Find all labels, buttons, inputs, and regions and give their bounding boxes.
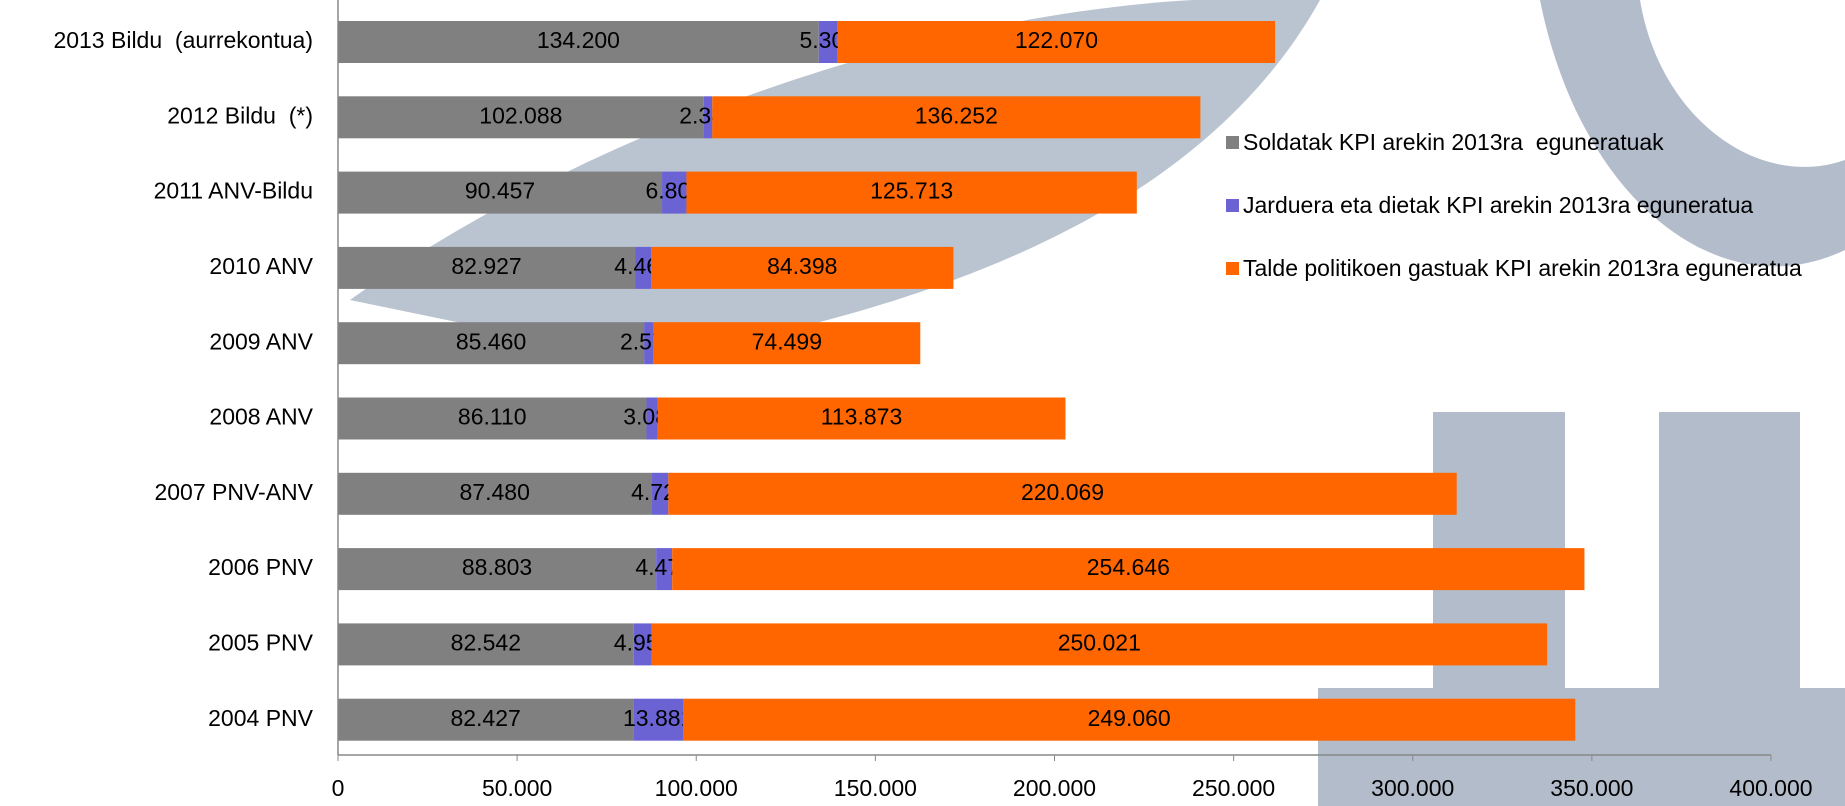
data-label: 13.881 <box>623 705 693 731</box>
data-label: 88.803 <box>462 554 532 580</box>
x-tick-label: 350.000 <box>1550 775 1633 801</box>
bar-segment <box>633 698 684 741</box>
data-label: 82.427 <box>450 705 520 731</box>
x-tick-label: 250.000 <box>1192 775 1275 801</box>
bar-segment <box>656 548 673 591</box>
legend-item: Soldatak KPI arekin 2013ra eguneratuak <box>1226 128 1841 157</box>
bar-segment <box>703 96 713 139</box>
x-tick-label: 300.000 <box>1371 775 1454 801</box>
data-label: 85.460 <box>456 328 526 354</box>
data-label: 250.021 <box>1058 629 1141 655</box>
x-tick-label: 400.000 <box>1729 775 1812 801</box>
data-label: 249.060 <box>1088 705 1171 731</box>
data-label: 82.927 <box>451 253 521 279</box>
bar-segment <box>338 397 647 440</box>
bar-segment <box>672 548 1585 591</box>
data-label: 102.088 <box>479 102 562 128</box>
data-label: 134.200 <box>537 27 620 53</box>
y-tick-label: 2004 PNV <box>208 705 314 731</box>
bar-segment <box>338 472 652 515</box>
data-label: 122.070 <box>1015 27 1098 53</box>
bar-segment <box>338 21 819 63</box>
x-tick-label: 0 <box>332 775 345 801</box>
y-tick-label: 2008 ANV <box>209 404 313 430</box>
y-tick-label: 2012 Bildu (*) <box>167 102 313 128</box>
legend-label: Talde politikoen gastuak KPI arekin 2013… <box>1243 255 1802 281</box>
legend-swatch <box>1226 262 1239 275</box>
data-label: 87.480 <box>460 479 530 505</box>
data-label: 254.646 <box>1087 554 1170 580</box>
bar-segment <box>668 472 1457 515</box>
legend-item: Talde politikoen gastuak KPI arekin 2013… <box>1226 254 1841 283</box>
legend-swatch <box>1226 136 1239 149</box>
bar-segment <box>338 548 657 591</box>
bar-segment <box>633 623 652 666</box>
bar-segment <box>651 623 1548 666</box>
bar-segment <box>651 472 669 515</box>
y-tick-label: 2013 Bildu (aurrekontua) <box>53 27 313 53</box>
bar-segment <box>338 171 663 214</box>
legend: Soldatak KPI arekin 2013ra eguneratuak Ja… <box>1226 128 1841 317</box>
data-label: 113.873 <box>821 404 902 430</box>
bar-segment <box>653 322 921 365</box>
x-tick-label: 150.000 <box>834 775 917 801</box>
y-tick-label: 2005 PNV <box>208 629 314 655</box>
bar-segment <box>644 322 654 365</box>
legend-swatch <box>1226 199 1239 212</box>
y-tick-label: 2009 ANV <box>209 328 313 354</box>
legend-label: Jarduera eta dietak KPI arekin 2013ra eg… <box>1243 192 1754 218</box>
y-tick-label: 2007 PNV-ANV <box>154 479 313 505</box>
data-label: 220.069 <box>1021 479 1104 505</box>
bar-segment <box>338 246 636 289</box>
bar-segment <box>651 246 954 289</box>
x-tick-label: 50.000 <box>482 775 552 801</box>
bar-segment <box>338 698 634 741</box>
bar-segment <box>683 698 1576 741</box>
bar-segment <box>837 21 1276 63</box>
bar-segment <box>338 96 704 139</box>
bar-segment <box>646 397 658 440</box>
data-label: 136.252 <box>915 102 998 128</box>
bar-segment <box>338 623 634 666</box>
bar-segment <box>818 21 838 63</box>
bar-segment <box>635 246 652 289</box>
bar-segment <box>686 171 1137 214</box>
y-tick-label: 2011 ANV-Bildu <box>154 178 313 204</box>
bar-segment <box>657 397 1066 440</box>
data-label: 125.713 <box>870 178 953 204</box>
data-label: 86.110 <box>458 404 527 430</box>
x-tick-label: 100.000 <box>655 775 738 801</box>
data-label: 82.542 <box>451 629 521 655</box>
bar-segment <box>662 171 687 214</box>
data-label: 74.499 <box>752 328 822 354</box>
data-label: 90.457 <box>465 178 535 204</box>
bar-segment <box>338 322 645 365</box>
y-tick-label: 2006 PNV <box>208 554 314 580</box>
x-tick-label: 200.000 <box>1013 775 1096 801</box>
bar-segment <box>712 96 1201 139</box>
legend-item: Jarduera eta dietak KPI arekin 2013ra eg… <box>1226 191 1841 220</box>
data-label: 84.398 <box>767 253 837 279</box>
y-tick-label: 2010 ANV <box>209 253 313 279</box>
legend-label: Soldatak KPI arekin 2013ra eguneratuak <box>1243 129 1664 155</box>
